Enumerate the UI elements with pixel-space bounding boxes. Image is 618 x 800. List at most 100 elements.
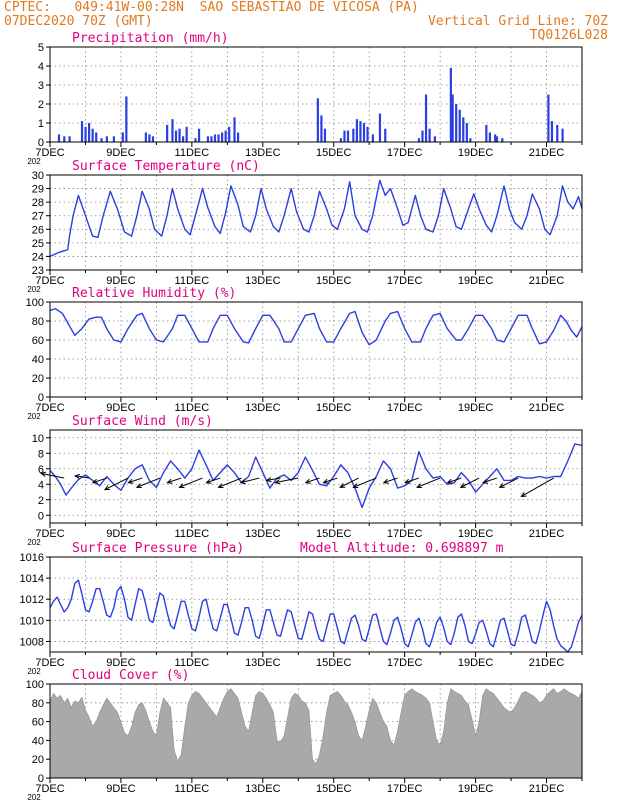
- wind-arrow: [127, 477, 143, 484]
- wind-arrow: [205, 477, 221, 484]
- wind-arrow: [304, 477, 320, 484]
- precip-bar: [112, 136, 116, 142]
- precip-bar: [494, 134, 497, 142]
- precip-bar: [550, 121, 554, 142]
- x-tick-label: 19DEC: [458, 783, 494, 795]
- panel-title: Precipitation (mm/h): [72, 31, 229, 46]
- panel-frame: [49, 46, 583, 143]
- precip-bar: [362, 123, 366, 142]
- precip-bar: [316, 98, 319, 142]
- wind-arrow-shaft: [323, 477, 338, 484]
- header-station: CPTEC: 049:41W-00:28N SAO SEBASTIAO DE V…: [4, 0, 419, 15]
- precip-bar: [228, 126, 231, 142]
- y-tick-label: 26: [32, 224, 44, 236]
- x-tick-label: 7DEC: [35, 783, 64, 795]
- precip-bar: [185, 126, 188, 142]
- x-tick-label: 9DEC: [106, 147, 135, 159]
- precip-bar: [359, 121, 362, 142]
- wind-arrow-head: [217, 483, 224, 489]
- wind-arrow-head: [40, 471, 47, 477]
- x-tick-label: 13DEC: [245, 528, 281, 540]
- y-tick-label: 100: [26, 297, 44, 309]
- wind-arrow-head: [404, 478, 411, 484]
- y-tick-label: 28: [32, 197, 44, 209]
- y-tick-label: 100: [26, 679, 44, 691]
- precip-bar: [80, 121, 84, 142]
- wind-arrow-shaft: [266, 477, 281, 481]
- precip-bar: [561, 128, 564, 142]
- x-tick-label: 7DEC: [35, 402, 64, 414]
- precip-bar: [91, 128, 94, 142]
- panel-title: Surface Wind (m/s): [72, 414, 213, 429]
- x-tick-label: 13DEC: [245, 402, 281, 414]
- wind-arrow-head: [446, 478, 453, 484]
- header-grid-line: Vertical Grid Line: 70Z: [427, 14, 608, 29]
- precip-bar: [171, 119, 174, 142]
- wind-arrow-head: [205, 478, 212, 484]
- wind-arrow-shaft: [104, 477, 129, 490]
- x-year-stub: 202: [27, 157, 41, 166]
- precip-bar: [63, 136, 66, 142]
- x-tick-label: 21DEC: [529, 783, 565, 795]
- y-tick-label: 80: [32, 316, 44, 328]
- wind-arrow: [178, 477, 203, 489]
- wind-arrow: [91, 477, 107, 484]
- wind-arrow-shaft: [206, 477, 221, 484]
- y-tick-label: 20: [32, 754, 44, 766]
- wind-arrow: [382, 477, 398, 484]
- wind-arrow-head: [127, 478, 134, 484]
- precip-bar: [236, 132, 240, 142]
- x-tick-label: 17DEC: [387, 657, 423, 669]
- y-tick-label: 20: [32, 373, 44, 385]
- header-date: 07DEC2020 70Z (GMT): [4, 14, 153, 29]
- precip-bar: [421, 130, 424, 142]
- wind-arrow-shaft: [499, 477, 519, 488]
- precip-bar: [462, 117, 465, 142]
- x-tick-label: 17DEC: [387, 402, 423, 414]
- precip-bar: [105, 136, 108, 142]
- wind-arrow: [446, 477, 462, 484]
- wind-arrow-head: [382, 478, 389, 484]
- precip-bar: [125, 96, 128, 142]
- precip-bar: [428, 128, 431, 142]
- y-tick-label: 1: [38, 118, 44, 130]
- precip-bar: [458, 109, 461, 142]
- y-tick-label: 6: [38, 464, 44, 476]
- panel-precipitation-mm-h: 0 1 2 3 4 5 7DEC 9DEC 11DEC 13DEC 15DEC 17DEC 19DEC 2…: [27, 31, 583, 166]
- precip-bar: [320, 115, 323, 142]
- precip-bar: [206, 136, 210, 142]
- y-tick-label: 10: [32, 433, 44, 445]
- precip-bar: [465, 123, 468, 142]
- y-tick-label: 1008: [20, 636, 44, 648]
- x-tick-label: 15DEC: [316, 783, 352, 795]
- precip-bar: [323, 128, 327, 142]
- precip-bar: [233, 117, 236, 142]
- precip-bar: [346, 130, 350, 142]
- wind-arrow-shaft: [75, 475, 90, 479]
- wind-arrow-head: [304, 478, 311, 484]
- precip-bar: [148, 134, 151, 142]
- wind-arrow: [498, 477, 519, 488]
- precip-bar: [174, 130, 178, 142]
- panel-frame: [49, 301, 583, 398]
- x-tick-label: 19DEC: [458, 147, 494, 159]
- y-tick-label: 4: [38, 61, 44, 73]
- precip-bar: [485, 124, 488, 142]
- x-tick-label: 19DEC: [458, 528, 494, 540]
- x-tick-label: 17DEC: [387, 528, 423, 540]
- precip-bar: [197, 128, 201, 142]
- wind-arrow: [135, 477, 161, 489]
- wind-arrow-head: [239, 479, 246, 485]
- x-tick-label: 9DEC: [106, 402, 135, 414]
- x-tick-label: 7DEC: [35, 657, 64, 669]
- series-surface-pressure-hpa-line: [49, 579, 583, 653]
- x-tick-label: 17DEC: [387, 783, 423, 795]
- precip-bar: [378, 113, 382, 142]
- x-tick-label: 9DEC: [106, 657, 135, 669]
- precip-bar: [366, 126, 369, 142]
- wind-arrow-head: [274, 479, 281, 485]
- y-tick-label: 0: [38, 773, 44, 785]
- wind-arrow: [404, 477, 420, 484]
- header-model-id: TQ0126L028: [529, 28, 608, 43]
